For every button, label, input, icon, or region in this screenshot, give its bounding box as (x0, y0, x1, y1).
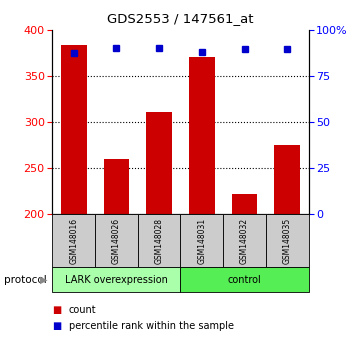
Bar (138, 214, 180, 267)
Bar (180, 214, 223, 267)
Bar (266, 214, 309, 267)
Bar (223, 214, 266, 267)
Text: percentile rank within the sample: percentile rank within the sample (69, 321, 234, 331)
Text: protocol: protocol (4, 275, 46, 285)
Text: GSM148032: GSM148032 (240, 218, 249, 264)
Text: GSM148028: GSM148028 (155, 218, 164, 264)
Text: LARK overexpression: LARK overexpression (65, 275, 168, 285)
Text: GSM148035: GSM148035 (283, 218, 292, 264)
Text: ■: ■ (52, 321, 62, 331)
Text: count: count (69, 305, 96, 315)
Text: control: control (228, 275, 261, 285)
Bar (274, 145, 300, 214)
Text: ▶: ▶ (40, 275, 47, 285)
Text: GSM148031: GSM148031 (197, 218, 206, 264)
Bar (146, 112, 172, 214)
Bar (180, 267, 309, 292)
Bar (232, 194, 257, 214)
Text: ■: ■ (52, 305, 62, 315)
Bar (52, 267, 180, 292)
Bar (104, 159, 129, 214)
Bar (52, 214, 95, 267)
Bar (61, 45, 87, 214)
Text: GSM148016: GSM148016 (69, 218, 78, 264)
Text: GDS2553 / 147561_at: GDS2553 / 147561_at (107, 12, 254, 25)
Bar (189, 57, 215, 214)
Bar (95, 214, 138, 267)
Text: GSM148026: GSM148026 (112, 218, 121, 264)
